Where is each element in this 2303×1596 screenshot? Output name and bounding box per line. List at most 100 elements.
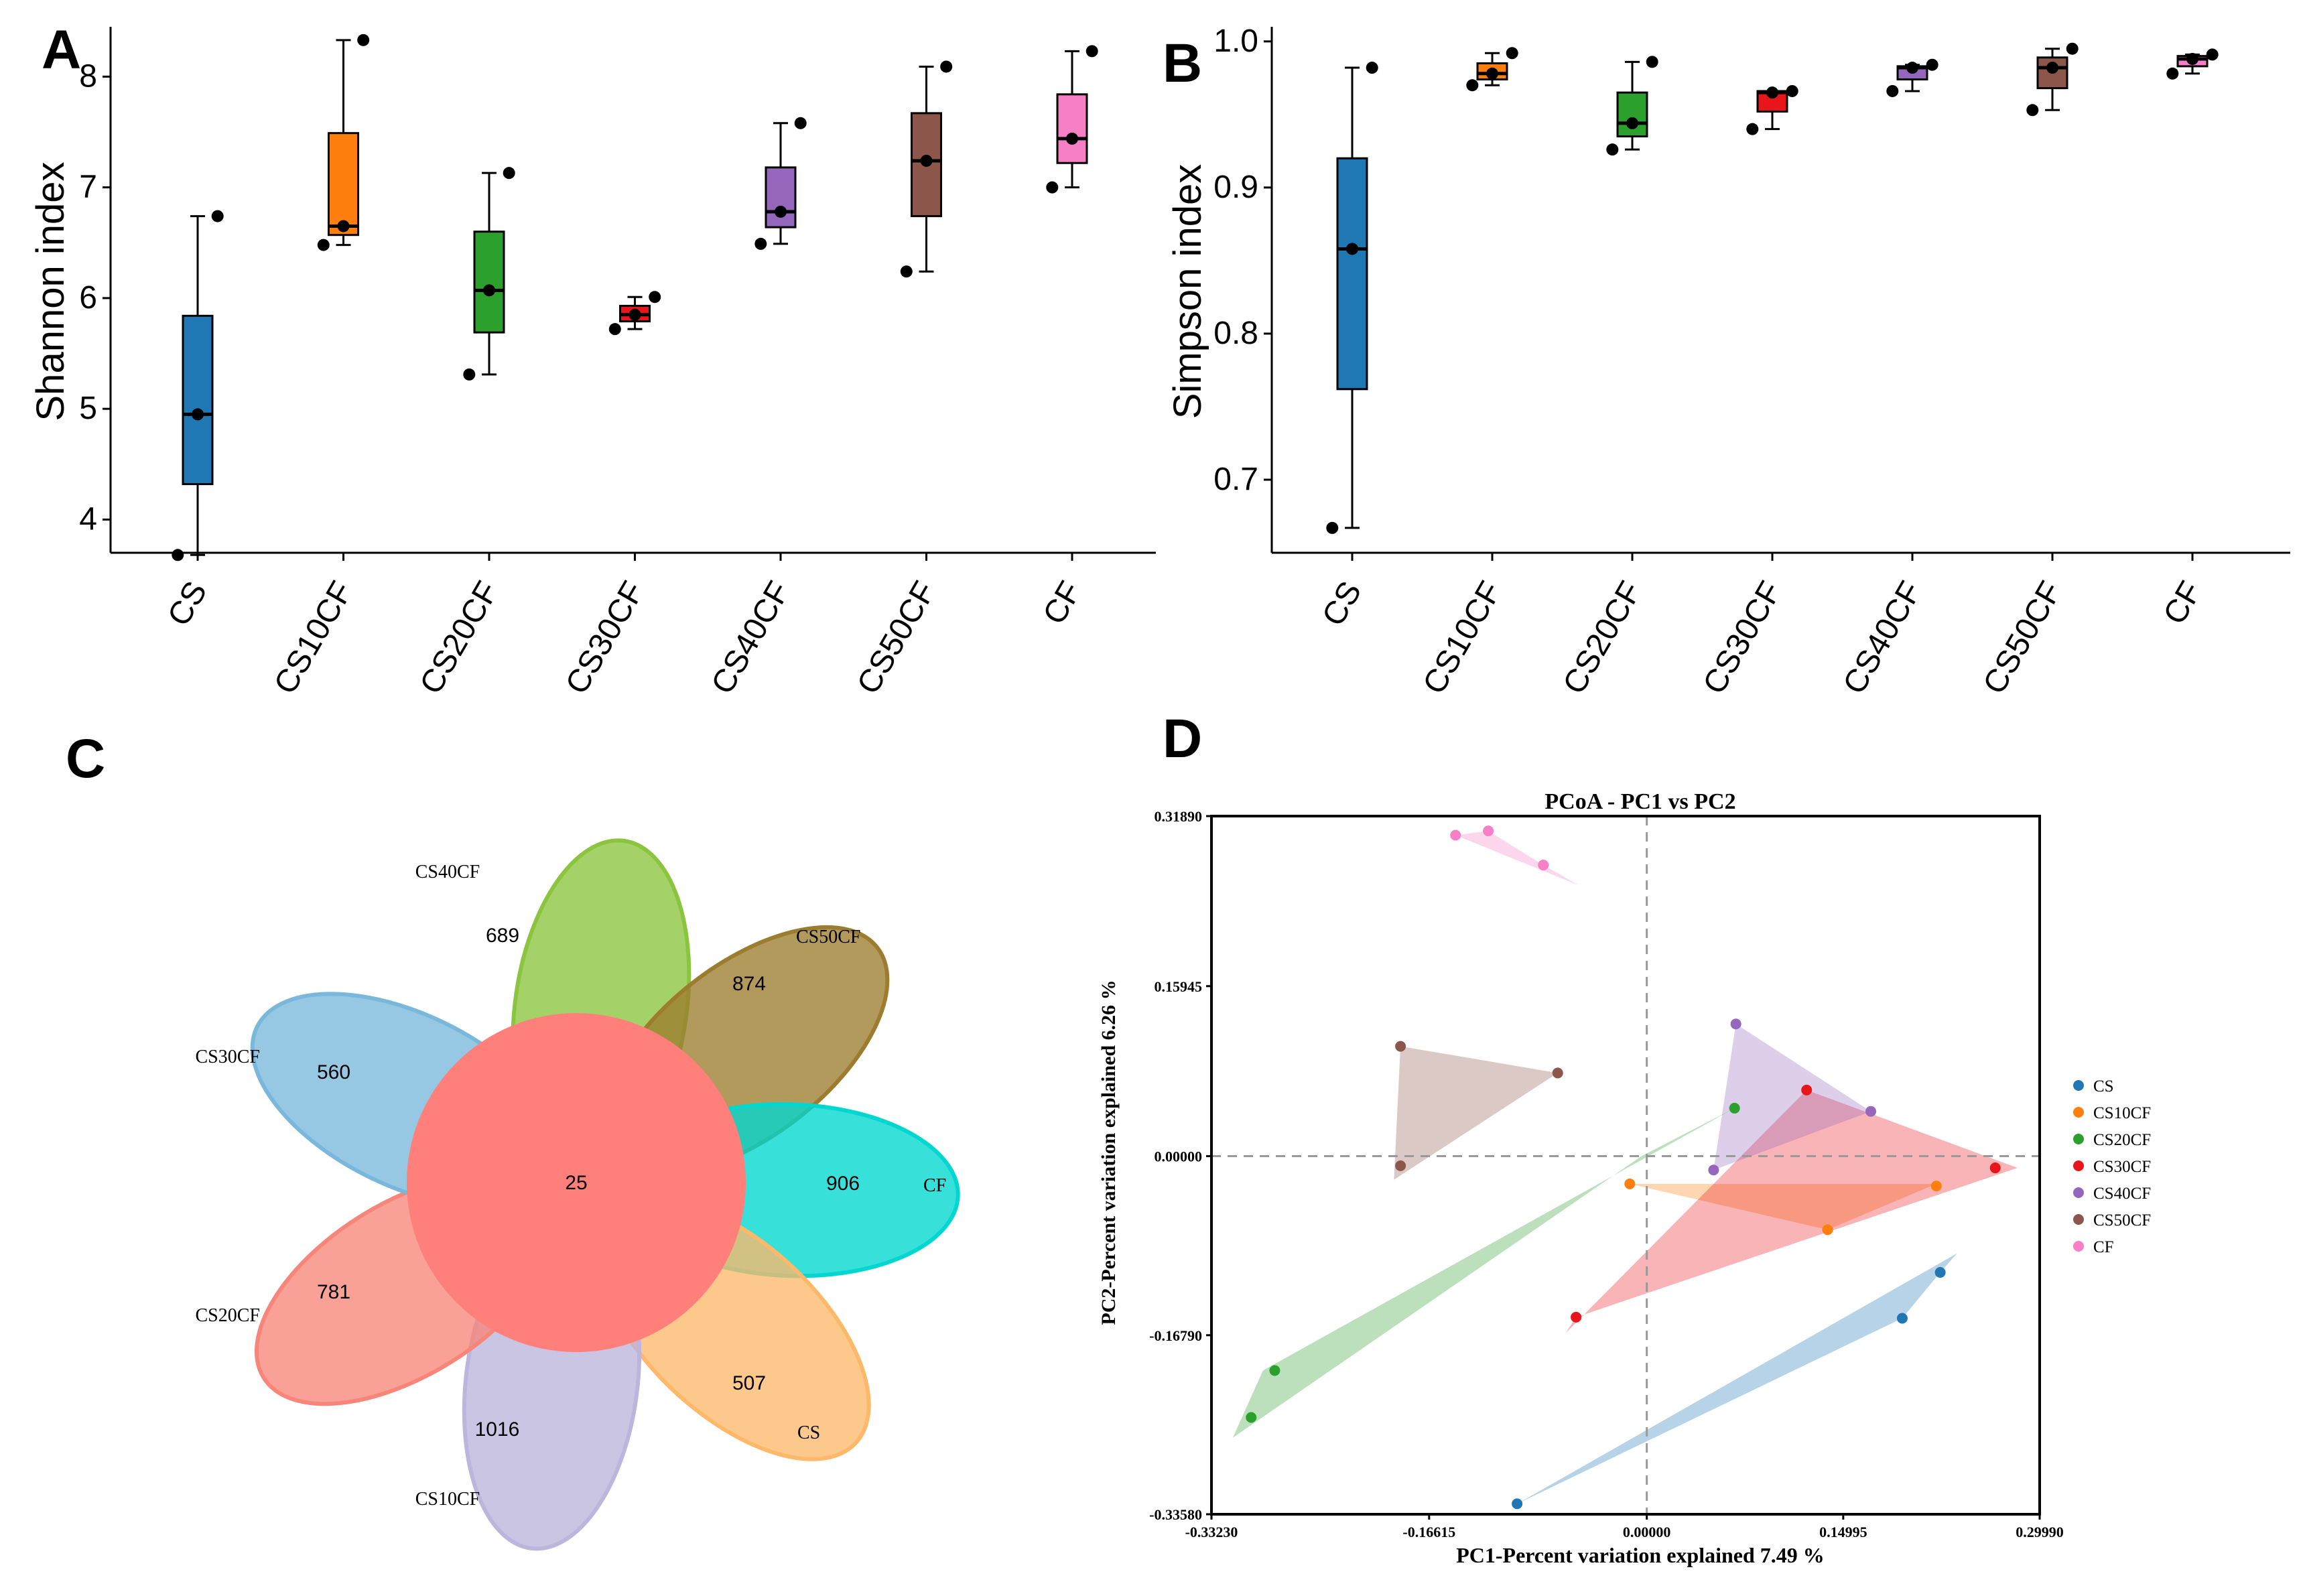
venn-label: CF [923,1175,946,1196]
venn-core [407,1013,746,1352]
legend-label: CS50CF [2093,1211,2151,1229]
legend-label: CS40CF [2093,1185,2151,1203]
legend-label: CS30CF [2093,1158,2151,1176]
x-tick-label: CS10CF [1417,576,1509,700]
venn-count: 689 [486,925,519,947]
data-point [2046,62,2058,74]
pcoa-point-cs50cf [1552,1067,1563,1079]
data-point [1085,45,1098,58]
data-point [940,60,953,73]
pcoa-point-cs50cf [1395,1041,1406,1052]
x-tick-label: 0.00000 [1623,1524,1671,1540]
data-point [211,210,224,222]
data-point [1606,143,1619,156]
y-tick-label: -0.33580 [1149,1506,1202,1523]
data-point [483,284,495,297]
data-point [775,205,787,218]
legend-marker-cs40cf [2073,1187,2084,1198]
data-point [1366,62,1378,74]
legend-label: CS [2093,1077,2114,1095]
simpson-boxplot: Simpson index 0.7 0.8 0.9 1.0 CS CS10CF CS20CF… [1166,23,2290,700]
pcoa-point-cs40cf [1708,1165,1719,1176]
pcoa-title: PCoA - PC1 vs PC2 [1544,789,1735,814]
data-point [1906,62,1918,74]
y-tick-label: 8 [79,58,97,94]
pcoa-point-cs [1896,1313,1908,1324]
venn-count: 874 [732,973,766,995]
data-point [920,154,933,167]
hull-cs40cf [1713,1024,1871,1171]
hull-cs30cf [1565,1089,2018,1333]
venn-label: CS30CF [196,1047,261,1067]
box-cs20cf [473,230,505,334]
panel-label-c: C [66,728,105,789]
hull-cs50cf [1394,1046,1558,1180]
venn-count: 1016 [475,1418,520,1441]
y-tick-label: 0.9 [1213,170,1258,205]
box-cs [1336,157,1368,391]
pcoa-point-cs40cf [1865,1106,1876,1117]
plot-frame [1210,815,2041,1516]
x-tick-label: CS [161,576,214,632]
panel-label-d: D [1163,708,1202,769]
x-tick-label: CS50CF [1977,576,2069,700]
x-tick-label: CS20CF [1557,576,1649,700]
legend-marker-cs10cf [2073,1107,2084,1118]
data-point [1746,123,1759,135]
legend-marker-cs20cf [2073,1134,2084,1144]
pcoa-x-label: PC1-Percent variation explained 7.49 % [1456,1543,1825,1567]
y-tick-label: 6 [79,280,97,316]
data-point [463,368,476,381]
x-tick-label: CS40CF [705,576,797,700]
x-tick-label: CS50CF [850,576,943,700]
venn-count: 560 [317,1061,350,1083]
data-point [2206,48,2219,61]
y-tick-label: 1.0 [1213,23,1258,59]
data-point [2166,67,2179,80]
data-point [649,291,661,304]
data-point [608,323,621,336]
x-tick-label: 0.29990 [2016,1524,2064,1540]
data-point [172,549,184,561]
pcoa-scatter: PCoA - PC1 vs PC2 PC1-Percent variation … [1098,789,2151,1567]
legend-label: CS10CF [2093,1104,2151,1122]
venn-label: CS40CF [415,862,480,882]
data-point [357,34,370,46]
x-tick-label: CS40CF [1837,576,1929,700]
data-point [1786,84,1798,97]
venn-label: CS50CF [796,927,861,947]
venn-count: 906 [826,1173,860,1195]
panel-label-b: B [1163,33,1202,94]
data-point [900,265,913,278]
data-point [1346,243,1358,255]
hull-cs10cf [1630,1183,1936,1230]
x-tick-label: CF [1037,576,1089,630]
y-tick-label: 0.00000 [1155,1148,1203,1165]
x-tick-label: CS [1315,576,1368,632]
pcoa-point-cf [1538,860,1549,871]
venn-label: CS [797,1422,820,1443]
x-tick-label: CS30CF [559,576,651,700]
y-tick-label: -0.16790 [1149,1327,1202,1344]
venn-core-count: 25 [565,1172,587,1194]
x-tick-label: CS30CF [1697,576,1789,700]
shannon-y-label: Shannon index [29,162,72,421]
box-cf [1056,93,1088,164]
panel-label-a: A [42,19,81,80]
data-point [1926,58,1938,71]
box-cs30cf [1756,90,1788,113]
hull-cs [1517,1253,1958,1504]
pcoa-point-cs10cf [1930,1181,1942,1192]
legend-marker-cs50cf [2073,1214,2084,1225]
box-cs10cf [328,132,359,237]
data-point [1766,86,1778,99]
y-tick-label: 0.31890 [1155,808,1203,825]
legend-label: CF [2093,1238,2114,1256]
x-tick-label: CS10CF [267,576,360,700]
pcoa-point-cs [1512,1498,1523,1510]
venn-count: 781 [317,1281,350,1303]
shannon-boxplot: Shannon index 4 5 6 7 8 CS CS10CF CS20CF CS30CF C… [29,27,1156,700]
legend-marker-cs [2073,1080,2084,1091]
pcoa-point-cs40cf [1730,1018,1741,1030]
pcoa-point-cf [1483,825,1494,837]
